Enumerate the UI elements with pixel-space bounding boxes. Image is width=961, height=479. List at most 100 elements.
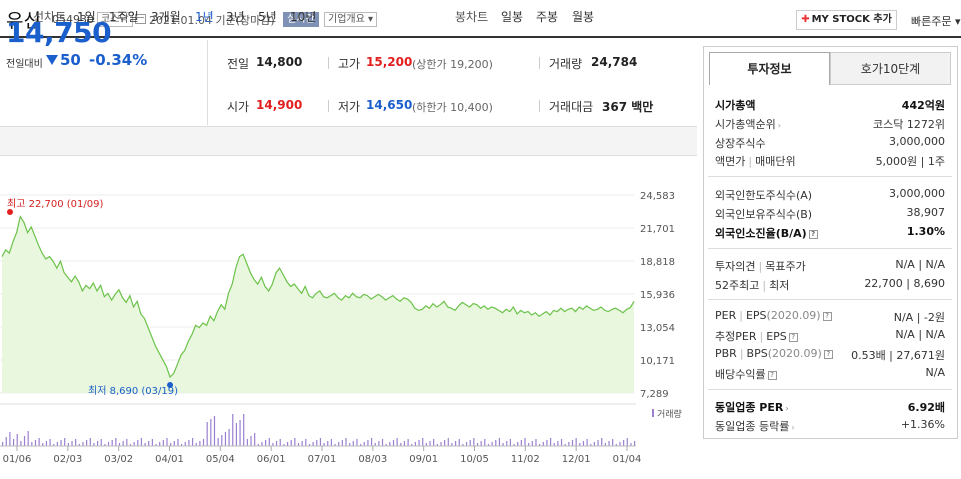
tab-orderbook[interactable]: 호가10단계 (830, 52, 951, 85)
help-icon[interactable]: ? (822, 312, 832, 321)
volume-bar (275, 441, 278, 446)
volume-bar (352, 441, 354, 446)
shares-label: 상장주식수 (715, 137, 766, 150)
volume-bar (517, 442, 519, 446)
help-icon[interactable]: ? (767, 371, 777, 380)
cap-rank-row[interactable]: 시가총액순위 › 코스닥 1272위 (715, 116, 945, 136)
par-unit-row: 액면가 | 매매단위 5,000원 | 1주 (715, 155, 945, 168)
eps-period: (2020.09) (766, 309, 821, 322)
per-label: PER (715, 309, 737, 322)
industry-per-row[interactable]: 동일업종 PER › 6.92배 (715, 399, 945, 419)
volume-bar (539, 444, 541, 446)
tab-5year[interactable]: 5년 (258, 10, 277, 24)
volume-bar (392, 440, 395, 446)
bps-period: (2020.09) (767, 347, 822, 360)
divider (539, 57, 540, 69)
y-tick-label: 24,583 (640, 191, 675, 202)
x-tick-label: 12/01 (562, 454, 591, 465)
volume-bar (82, 442, 84, 446)
volume-bar (407, 439, 409, 446)
company-info-button[interactable]: 기업개요 ▾ (324, 12, 377, 27)
tab-1day[interactable]: 1일 (77, 10, 96, 24)
bps-label: BPS (746, 347, 768, 360)
unit-label: 매매단위 (755, 155, 796, 168)
volume-bar (118, 443, 121, 446)
realtime-button[interactable]: 실시간 (283, 12, 319, 27)
help-icon[interactable]: ? (808, 230, 818, 239)
add-mystock-button[interactable]: ✚ MY STOCK 추가 (796, 10, 897, 30)
industry-per-label: 동일업종 PER (715, 401, 784, 414)
volume-bar (502, 443, 504, 446)
tab-3year[interactable]: 3년 (226, 10, 245, 24)
volume-bar (440, 442, 442, 446)
volume-bar (195, 443, 197, 446)
foreign-ratio-label: 외국인소진율(B/A) (715, 227, 807, 240)
dividend-row: 배당수익률? N/A (715, 366, 945, 386)
volume-bar (254, 433, 256, 446)
volume-bar (9, 432, 11, 446)
foreign-limit-label: 외국인한도주식수(A) (715, 189, 813, 202)
volume-bar (400, 443, 402, 446)
volume-bar (469, 440, 471, 446)
tab-10year[interactable]: 10년 (290, 10, 317, 24)
volume-bar (327, 441, 329, 446)
opinion-label: 투자의견 (715, 260, 756, 273)
tab-1week[interactable]: 1주일 (109, 10, 139, 24)
chevron-right-icon: › (777, 121, 781, 130)
volume-bar (341, 440, 343, 446)
change-percent: -0.34% (89, 51, 148, 69)
dividend-label: 배당수익률 (715, 368, 766, 381)
help-icon[interactable]: ? (788, 333, 798, 342)
volume-bar (586, 439, 588, 446)
industry-change-label: 동일업종 등락률 (715, 420, 790, 433)
help-icon[interactable]: ? (823, 350, 833, 359)
volume-bar (349, 443, 351, 446)
volume-bar (495, 440, 497, 446)
volume-bar (528, 443, 530, 446)
quick-order-button[interactable]: 빠른주문 ▾ (911, 15, 961, 28)
volume-bar (104, 444, 106, 446)
volume-bar (202, 439, 205, 446)
market-cap-label: 시가총액 (715, 99, 756, 112)
volume-bar (217, 438, 219, 446)
tab-weekly[interactable]: 주봉 (536, 10, 559, 24)
volume-bar (433, 439, 435, 446)
price-summary (207, 40, 697, 125)
volume-bar (89, 438, 91, 446)
volume-bar (261, 442, 263, 446)
volume-bar (465, 442, 468, 446)
trade-amount-label: 거래대금 (549, 100, 594, 114)
volume-bar (257, 444, 259, 446)
volume-bar (86, 440, 88, 446)
per-eps-row: PER | EPS(2020.09)? N/A | -2원 (715, 309, 945, 324)
opinion-target-value: N/A | N/A (895, 258, 945, 271)
foreign-hold-row: 외국인보유주식수(B) 38,907 (715, 206, 945, 226)
volume-bar (232, 414, 234, 446)
volume-bar (608, 441, 610, 446)
volume-bar (243, 414, 245, 446)
volume-bar (115, 438, 117, 446)
tab-daily[interactable]: 일봉 (501, 10, 524, 24)
est-eps-label: EPS (766, 330, 787, 343)
open-value: 14,900 (256, 98, 303, 112)
volume-bar (601, 438, 603, 446)
volume-bar (564, 444, 566, 446)
volume-bar (283, 444, 285, 446)
volume-legend-swatch (652, 409, 654, 417)
volume-bar (31, 442, 33, 446)
tab-monthly[interactable]: 월봉 (572, 10, 595, 24)
volume-bar (597, 440, 599, 446)
tab-1year[interactable]: 1년 (195, 10, 214, 24)
volume-bar (181, 444, 183, 446)
volume-bar (122, 441, 124, 446)
volume-bar (140, 438, 143, 446)
volume-bar (593, 442, 596, 446)
tab-3month[interactable]: 3개월 (151, 10, 181, 24)
volume-bar (363, 442, 365, 446)
volume-bar (56, 442, 58, 446)
tab-investment-info[interactable]: 투자정보 (709, 52, 830, 85)
change-label: 전일대비 (6, 59, 43, 70)
industry-change-row[interactable]: 동일업종 등락률 › +1.36% (715, 418, 945, 438)
volume-bar (78, 444, 80, 446)
chevron-right-icon: › (791, 423, 795, 432)
